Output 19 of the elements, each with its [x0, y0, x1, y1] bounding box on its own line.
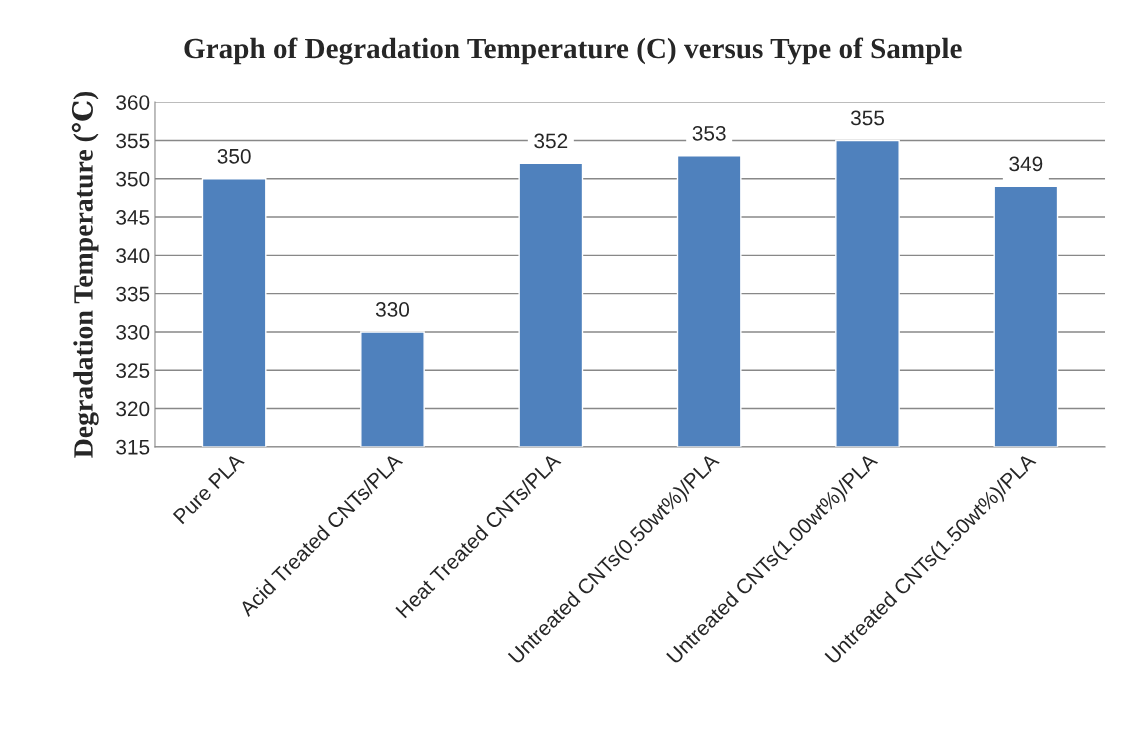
data-label: 355 [850, 110, 885, 126]
data-label: 330 [375, 302, 410, 317]
y-tick-label: 355 [116, 133, 150, 149]
chart-title: Graph of Degradation Temperature (C) versus Type of Sample [184, 37, 962, 65]
data-label: 350 [217, 148, 251, 164]
data-label: 353 [692, 125, 726, 141]
data-label: 349 [1009, 156, 1043, 172]
y-tick-label: 345 [116, 210, 150, 225]
y-tick-label: 335 [116, 286, 150, 302]
y-tick-label: 330 [116, 324, 150, 340]
y-tick-label: 320 [116, 401, 150, 417]
x-tick-label: Pure PLA [172, 452, 245, 525]
y-tick-label: 325 [116, 363, 150, 378]
y-tick-label: 315 [116, 439, 150, 455]
y-tick-label: 350 [116, 171, 150, 187]
y-tick-label: 360 [116, 95, 150, 110]
y-tick-label: 340 [116, 248, 150, 264]
y-axis-title: Degradation Temperature (℃) [71, 91, 99, 458]
data-label: 352 [534, 133, 568, 149]
